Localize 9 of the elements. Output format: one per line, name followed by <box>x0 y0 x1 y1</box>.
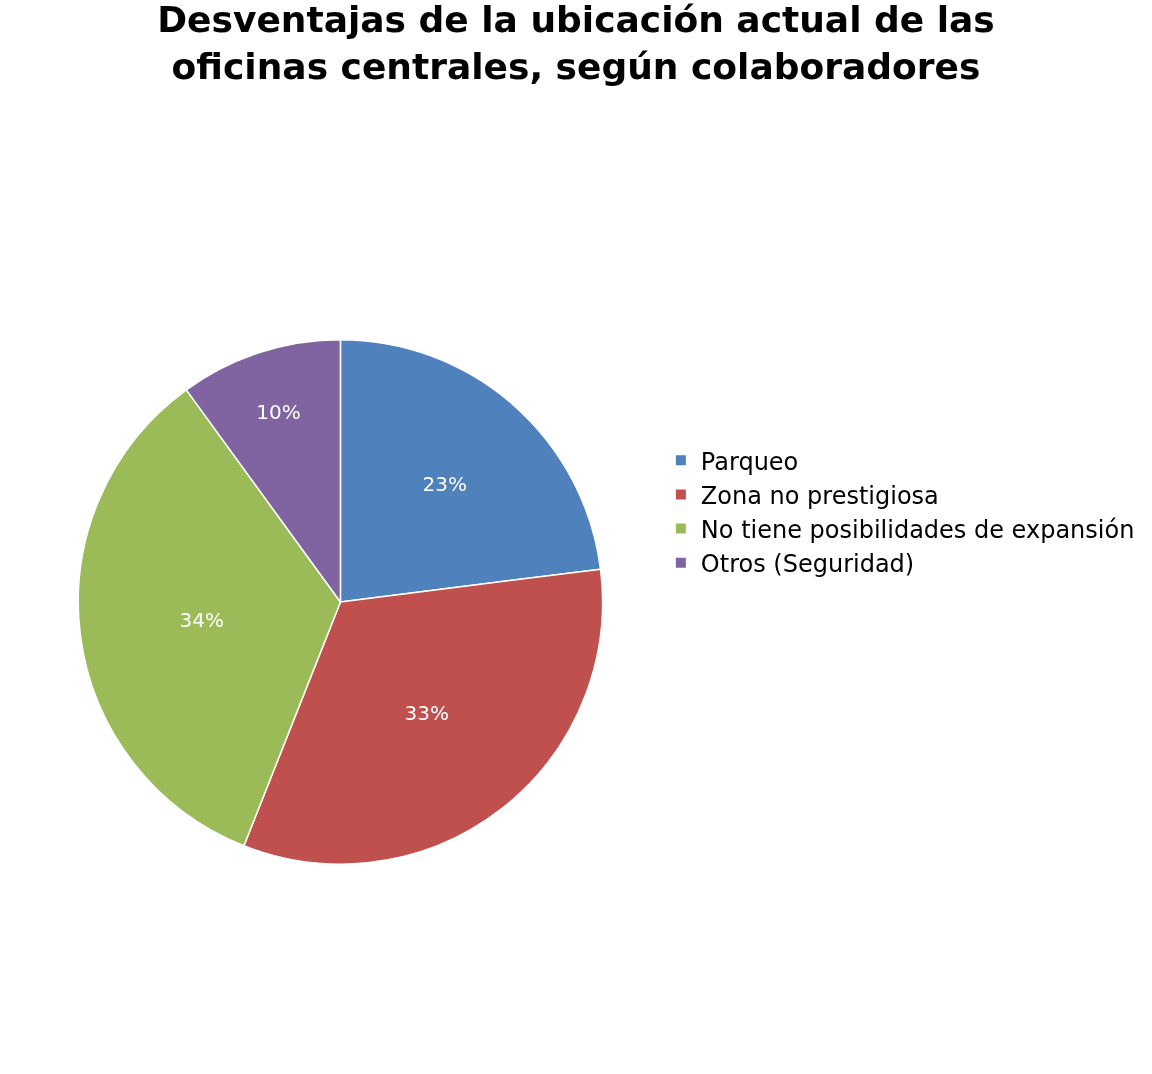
chart-title: Desventajas de la ubicación actual de las oficinas centrales, según colaboradores <box>157 0 995 88</box>
data-label: 10% <box>256 399 301 424</box>
data-label: 23% <box>422 471 468 496</box>
data-label: 34% <box>179 607 225 632</box>
legend-label: No tiene posibilidades de expansión <box>700 515 1135 544</box>
legend-label: Parqueo <box>700 447 799 476</box>
legend-label: Zona no prestigiosa <box>700 481 939 510</box>
data-label: 33% <box>404 701 450 726</box>
legend-label: Otros (Seguridad) <box>700 550 915 579</box>
